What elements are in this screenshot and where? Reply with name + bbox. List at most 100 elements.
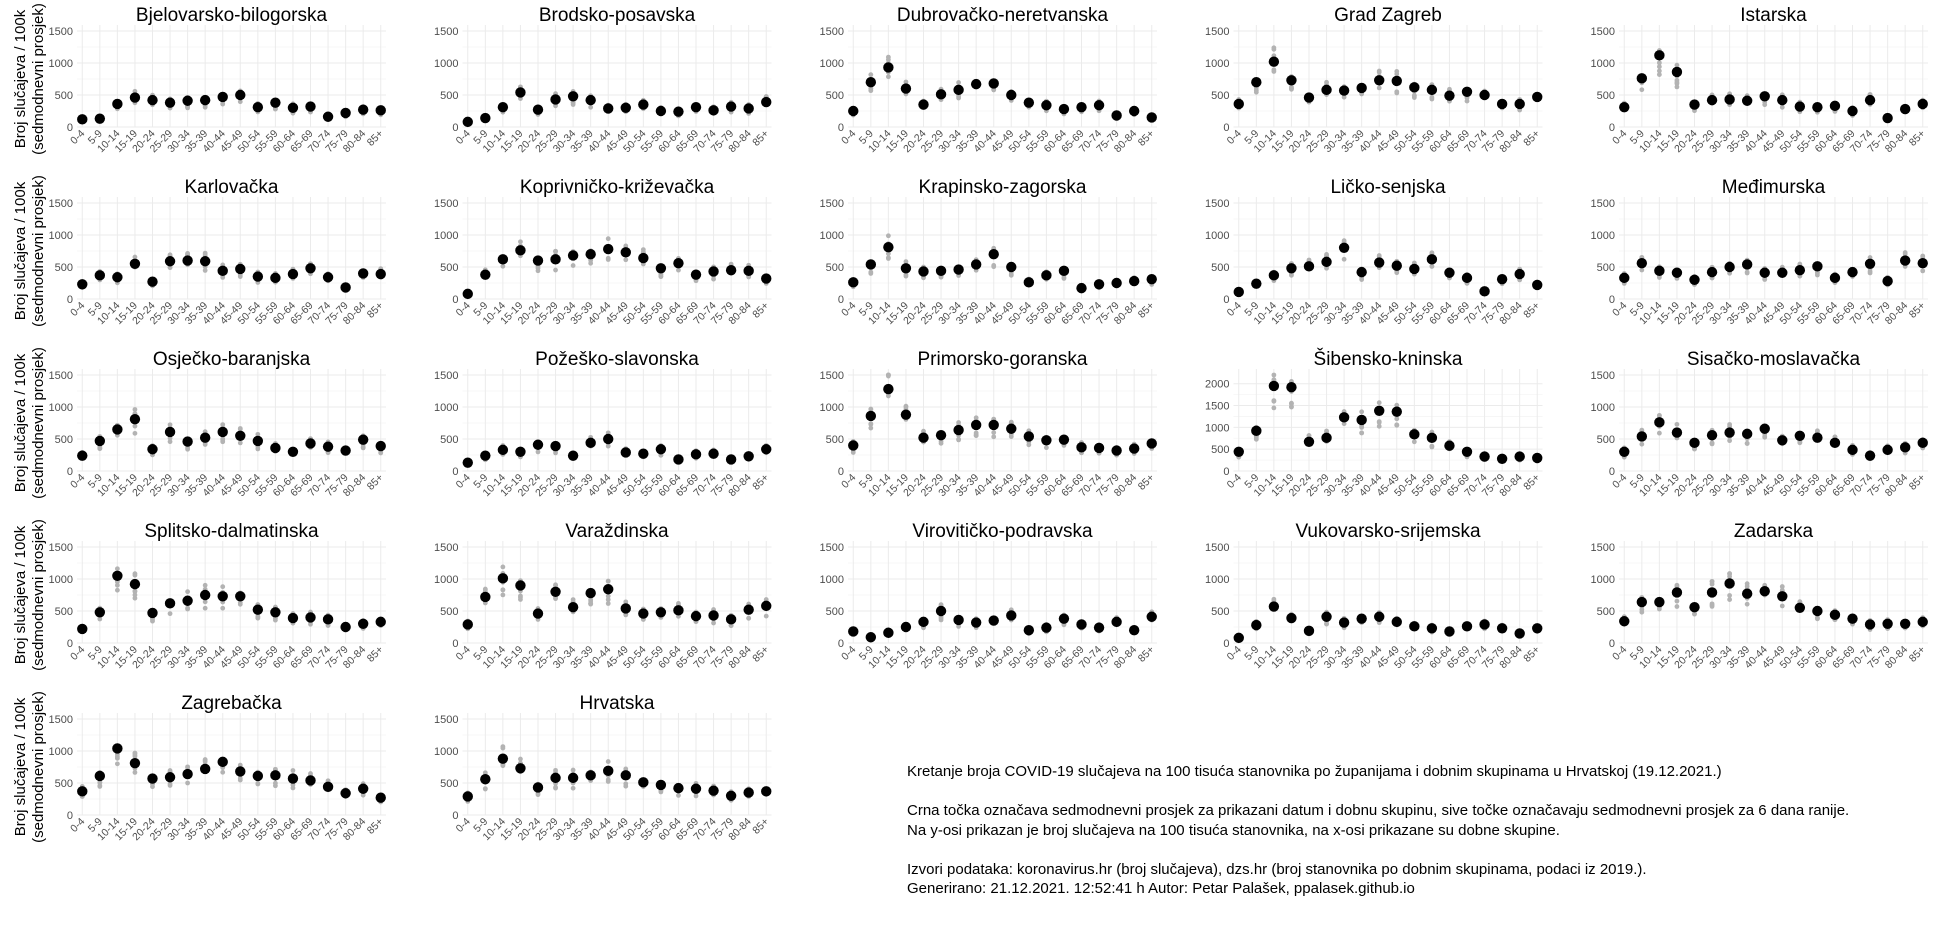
current-point — [1356, 266, 1367, 278]
current-point — [164, 256, 176, 267]
previous-point — [132, 423, 138, 429]
y-tick-label: 1000 — [49, 574, 73, 586]
y-tick-label: 0 — [452, 638, 458, 650]
current-point — [112, 272, 123, 283]
current-point — [322, 441, 334, 452]
y-tick-label: 1000 — [1205, 574, 1229, 586]
current-point — [270, 272, 281, 284]
current-point — [252, 604, 264, 615]
panel-title: Sisačko-moslavačka — [1687, 349, 1861, 370]
current-point — [743, 451, 754, 462]
current-point — [1409, 429, 1420, 440]
previous-point — [1814, 429, 1820, 434]
current-point — [1847, 266, 1858, 278]
panel-title: Grad Zagreb — [1334, 5, 1442, 26]
current-point — [340, 621, 351, 633]
y-tick-label: 1000 — [820, 574, 844, 586]
current-point — [112, 424, 123, 435]
previous-point — [1341, 94, 1347, 100]
y-tick-label: 1000 — [434, 230, 458, 242]
panel-title: Splitsko-dalmatinska — [144, 521, 319, 542]
y-tick-label: 1000 — [1591, 230, 1615, 242]
panel-5: 050010001500Karlovačka0-45-910-1415-1920… — [12, 175, 386, 327]
panel-title: Istarska — [1740, 5, 1807, 26]
current-point — [1864, 94, 1876, 106]
previous-point — [1341, 238, 1347, 244]
previous-point — [553, 103, 558, 109]
y-tick-label: 500 — [55, 262, 73, 274]
current-point — [270, 770, 281, 781]
y-tick-label: 500 — [1597, 90, 1615, 102]
current-point — [1741, 428, 1753, 440]
y-tick-label: 500 — [55, 434, 73, 446]
current-point — [970, 617, 982, 628]
current-point — [1847, 613, 1858, 624]
y-tick-label: 1500 — [820, 370, 844, 382]
current-point — [1496, 98, 1508, 110]
current-point — [462, 619, 473, 630]
current-point — [129, 757, 141, 769]
current-point — [620, 770, 631, 781]
current-point — [270, 97, 281, 108]
current-point — [1899, 618, 1911, 629]
current-point — [918, 99, 929, 110]
current-point — [585, 587, 596, 599]
current-point — [462, 116, 473, 128]
panel-2: 050010001500Dubrovačko-neretvanska0-45-9… — [820, 5, 1157, 155]
current-point — [1268, 380, 1280, 392]
y-tick-label: 1000 — [434, 746, 458, 758]
current-point — [1671, 66, 1683, 78]
current-point — [322, 111, 334, 122]
current-point — [725, 614, 737, 625]
current-point — [357, 434, 369, 445]
previous-point — [1271, 69, 1277, 74]
current-point — [918, 266, 929, 277]
y-tick-label: 1500 — [1591, 370, 1615, 382]
previous-point — [114, 754, 120, 760]
panel-16: 050010001500Varaždinska0-45-910-1415-192… — [434, 521, 772, 671]
previous-point — [220, 605, 226, 611]
current-point — [305, 438, 316, 449]
previous-point — [1376, 85, 1382, 91]
current-point — [935, 265, 947, 277]
y-tick-label: 0 — [452, 810, 458, 822]
previous-point — [868, 269, 874, 275]
previous-point — [1639, 607, 1645, 612]
current-point — [900, 621, 912, 633]
current-point — [848, 105, 859, 117]
y-tick-label: 0 — [1609, 294, 1615, 306]
previous-point — [885, 393, 891, 399]
previous-point — [1762, 434, 1768, 440]
current-point — [1268, 56, 1280, 67]
x-tick-label: 85+ — [1521, 644, 1542, 665]
caption-axes-note: Na y-osi prikazan je broj slučajeva na 1… — [907, 821, 1560, 839]
current-point — [1654, 50, 1665, 61]
current-point — [147, 444, 158, 455]
y-axis-label-line1: Broj slučajeva / 100k — [12, 9, 29, 148]
current-point — [462, 791, 473, 802]
current-point — [865, 259, 877, 270]
current-point — [1006, 423, 1017, 434]
current-point — [1041, 100, 1052, 111]
current-point — [77, 279, 88, 290]
y-tick-label: 1000 — [49, 402, 73, 414]
current-point — [1374, 257, 1385, 268]
previous-point — [956, 80, 962, 85]
y-tick-label: 0 — [452, 122, 458, 134]
current-point — [1058, 434, 1070, 445]
current-point — [1058, 265, 1070, 277]
previous-point — [623, 257, 629, 263]
current-point — [1671, 427, 1683, 438]
x-tick-label: 85+ — [1136, 472, 1157, 493]
current-point — [480, 269, 491, 280]
previous-point — [132, 571, 138, 577]
previous-point — [1727, 574, 1733, 579]
current-point — [1076, 101, 1087, 113]
current-point — [743, 604, 754, 615]
current-point — [1041, 435, 1052, 446]
current-point — [848, 440, 859, 451]
current-point — [1794, 265, 1806, 276]
current-point — [603, 433, 614, 445]
current-point — [1671, 267, 1683, 278]
